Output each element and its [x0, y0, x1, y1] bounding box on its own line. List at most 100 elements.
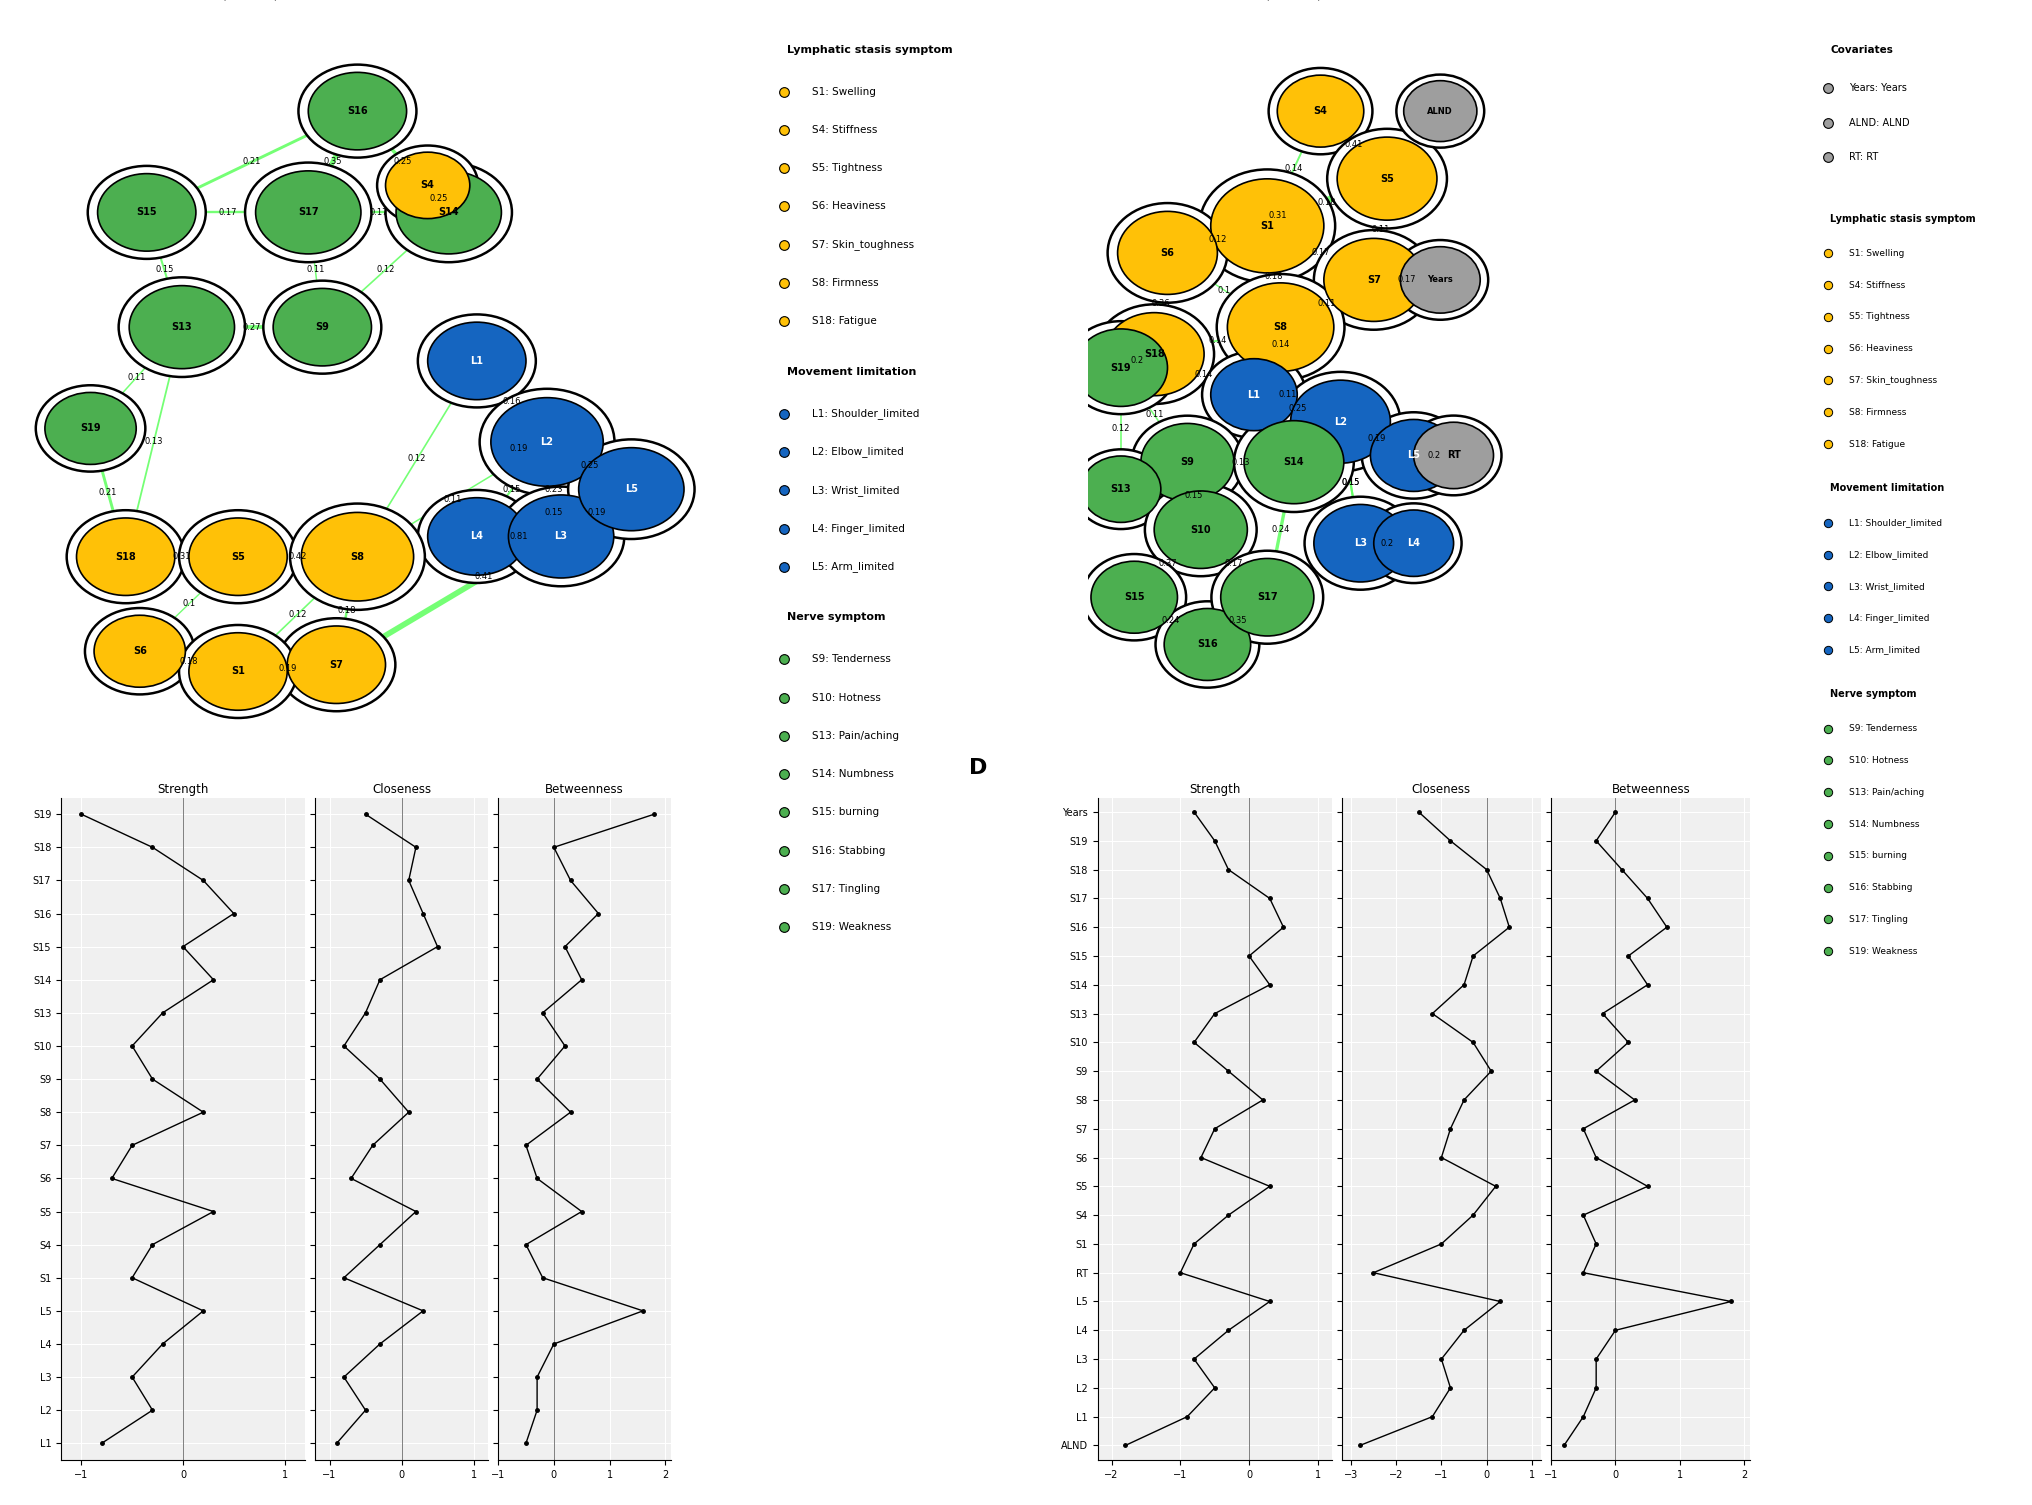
- Text: S10: Hotness: S10: Hotness: [813, 692, 880, 703]
- Text: Lymphatic stasis symptom: Lymphatic stasis symptom: [1829, 214, 1975, 224]
- Title: Closeness: Closeness: [1410, 784, 1471, 796]
- Text: S15: S15: [1124, 593, 1144, 602]
- Text: 0.19: 0.19: [1368, 433, 1386, 442]
- Text: S19: S19: [1109, 363, 1130, 373]
- Text: L4: L4: [1406, 539, 1420, 548]
- Ellipse shape: [376, 146, 478, 226]
- Text: 0.1: 0.1: [183, 599, 195, 608]
- Text: S5: Tightness: S5: Tightness: [813, 163, 882, 173]
- Text: 0.19: 0.19: [587, 509, 606, 518]
- Ellipse shape: [1132, 415, 1244, 509]
- Text: 0.11: 0.11: [1317, 299, 1335, 309]
- Text: S7: Skin_toughness: S7: Skin_toughness: [1849, 376, 1936, 385]
- Ellipse shape: [67, 510, 185, 604]
- Text: 0.2: 0.2: [1380, 539, 1394, 548]
- Ellipse shape: [1073, 330, 1166, 406]
- Text: L4: Finger_limited: L4: Finger_limited: [1849, 614, 1928, 623]
- Text: L4: L4: [469, 531, 484, 542]
- Ellipse shape: [45, 393, 136, 465]
- Text: L3: L3: [555, 531, 567, 542]
- Text: 0.17: 0.17: [1398, 275, 1416, 284]
- Text: S15: S15: [136, 208, 156, 217]
- Ellipse shape: [1215, 274, 1343, 381]
- Text: S18: Fatigue: S18: Fatigue: [813, 316, 876, 327]
- Text: S9: S9: [1181, 458, 1195, 467]
- Text: 0.19: 0.19: [510, 444, 528, 453]
- Ellipse shape: [93, 616, 185, 688]
- Ellipse shape: [1366, 503, 1461, 582]
- Text: S17: S17: [1256, 593, 1276, 602]
- Text: S7: S7: [1366, 275, 1380, 284]
- Ellipse shape: [1107, 203, 1227, 303]
- Ellipse shape: [189, 632, 287, 710]
- Ellipse shape: [85, 608, 195, 694]
- Ellipse shape: [87, 166, 205, 259]
- Ellipse shape: [498, 486, 624, 587]
- Ellipse shape: [1103, 313, 1203, 396]
- Text: 0.16: 0.16: [502, 397, 520, 406]
- Ellipse shape: [1404, 415, 1502, 495]
- Ellipse shape: [77, 518, 175, 596]
- Ellipse shape: [1290, 381, 1390, 464]
- Text: S4: Stiffness: S4: Stiffness: [813, 125, 878, 135]
- Ellipse shape: [579, 447, 683, 531]
- Text: 0.31: 0.31: [173, 552, 191, 561]
- Ellipse shape: [1065, 321, 1177, 414]
- Text: 0.42: 0.42: [289, 552, 307, 561]
- Text: 0.12: 0.12: [408, 455, 427, 464]
- Ellipse shape: [1327, 129, 1447, 229]
- Ellipse shape: [1276, 75, 1363, 147]
- Text: 0.12: 0.12: [1112, 424, 1130, 433]
- Text: 0.24: 0.24: [1270, 525, 1288, 534]
- Text: L2: L2: [541, 436, 553, 447]
- Text: S17: Tingling: S17: Tingling: [813, 883, 880, 894]
- Text: S8: Firmness: S8: Firmness: [1849, 408, 1906, 417]
- Text: 0.14: 0.14: [1207, 336, 1225, 345]
- Ellipse shape: [1392, 239, 1487, 319]
- Title: Strength: Strength: [156, 784, 209, 796]
- Ellipse shape: [287, 626, 386, 703]
- Ellipse shape: [1211, 551, 1323, 644]
- Text: S7: Skin_toughness: S7: Skin_toughness: [813, 239, 914, 250]
- Ellipse shape: [386, 152, 469, 218]
- Text: 0.17: 0.17: [1223, 558, 1244, 567]
- Ellipse shape: [98, 173, 195, 251]
- Ellipse shape: [309, 72, 406, 150]
- Text: 0.25: 0.25: [429, 194, 447, 203]
- Text: L2: L2: [1333, 417, 1347, 427]
- Ellipse shape: [419, 315, 536, 408]
- Text: ALND: ALND: ALND: ALND: [1849, 117, 1910, 128]
- Text: L5: L5: [1406, 450, 1420, 461]
- Text: 0.27: 0.27: [242, 322, 262, 331]
- Text: L1: Shoulder_limited: L1: Shoulder_limited: [813, 408, 918, 420]
- Ellipse shape: [1361, 412, 1465, 498]
- Text: S19: S19: [79, 423, 102, 433]
- Ellipse shape: [1244, 421, 1343, 504]
- Ellipse shape: [179, 625, 297, 718]
- Ellipse shape: [1280, 372, 1400, 471]
- Text: 0.17: 0.17: [217, 208, 236, 217]
- Ellipse shape: [1233, 412, 1353, 512]
- Ellipse shape: [1093, 304, 1213, 403]
- Text: L5: Arm_limited: L5: Arm_limited: [1849, 646, 1920, 655]
- Text: S18: Fatigue: S18: Fatigue: [1849, 439, 1904, 448]
- Text: 0.24: 0.24: [1160, 617, 1179, 626]
- Text: 0.11: 0.11: [126, 373, 146, 382]
- Ellipse shape: [427, 322, 526, 400]
- Ellipse shape: [490, 397, 604, 486]
- Text: S9: Tenderness: S9: Tenderness: [1849, 724, 1916, 733]
- Text: 0.18: 0.18: [1264, 272, 1282, 281]
- Text: 0.14: 0.14: [1284, 164, 1303, 173]
- Ellipse shape: [1412, 423, 1494, 489]
- Ellipse shape: [1091, 561, 1177, 634]
- Text: S9: Tenderness: S9: Tenderness: [813, 655, 890, 664]
- Text: S5: S5: [232, 552, 246, 561]
- Text: L1: L1: [469, 355, 484, 366]
- Ellipse shape: [37, 385, 144, 471]
- Ellipse shape: [567, 439, 695, 539]
- Text: L3: Wrist_limited: L3: Wrist_limited: [813, 485, 900, 495]
- Text: S14: S14: [1282, 458, 1305, 467]
- Text: 0.23: 0.23: [545, 485, 563, 494]
- Ellipse shape: [246, 163, 372, 262]
- Text: S17: Tingling: S17: Tingling: [1849, 915, 1908, 924]
